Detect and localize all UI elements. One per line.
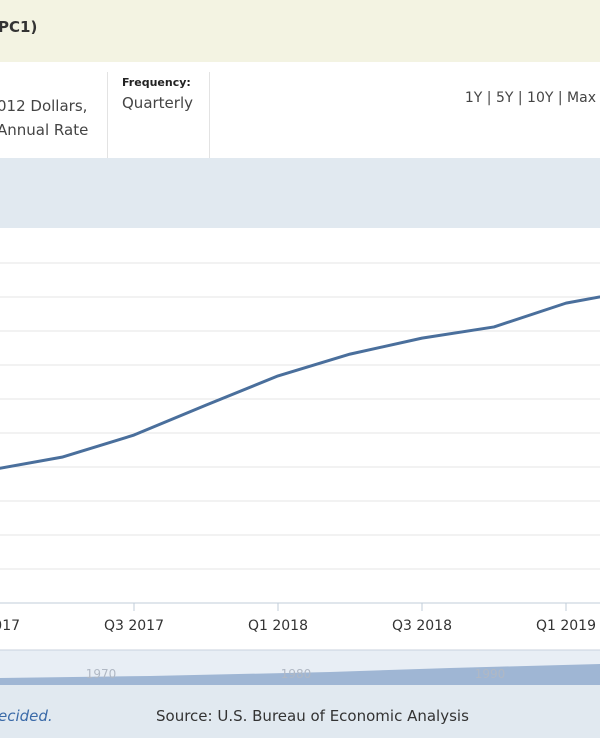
navigator-label: 1970 — [86, 667, 117, 681]
separator: | — [482, 90, 496, 106]
toolbar-band — [0, 158, 600, 228]
divider — [209, 72, 210, 158]
range-button[interactable]: 10Y — [527, 90, 554, 106]
separator: | — [553, 90, 568, 106]
source: Source: U.S. Bureau of Economic Analysis — [156, 707, 469, 725]
units-line: 012 Dollars, — [0, 97, 88, 115]
divider — [107, 72, 108, 158]
range-button[interactable]: Max — [567, 90, 596, 106]
meta-row: 012 Dollars, Annual Rate Frequency: Quarte… — [0, 62, 600, 158]
x-tick-label: Q1 2017 — [0, 618, 20, 634]
separator: | — [513, 90, 528, 106]
range-buttons: 1Y | 5Y | 10Y | Max — [465, 90, 596, 106]
chart: Q1 2017 Q3 2017 Q1 2018 Q3 2018 Q1 2019 1970 1… — [0, 262, 600, 685]
data-line — [0, 295, 600, 470]
x-tick-label: Q1 2018 — [248, 618, 308, 634]
navigator-area — [0, 664, 600, 685]
range-button[interactable]: 1Y — [464, 90, 483, 106]
x-tick-label: Q1 2019 — [536, 618, 596, 634]
x-tick-label: Q3 2017 — [104, 618, 164, 634]
footer: ecided. Source: U.S. Bureau of Economic … — [0, 685, 600, 738]
footer-note: ecided. — [0, 707, 53, 725]
frequency-value: Quarterly — [122, 94, 193, 112]
navigator-label: 1980 — [281, 667, 312, 681]
frequency-label: Frequency: — [122, 76, 191, 89]
navigator-label: 1990 — [475, 667, 506, 681]
units: 012 Dollars, Annual Rate — [0, 94, 88, 142]
series-title: PC1) — [0, 18, 38, 36]
range-button[interactable]: 5Y — [495, 90, 514, 106]
title-banner: PC1) — [0, 0, 600, 62]
units-line: Annual Rate — [0, 121, 89, 139]
x-tick-label: Q3 2018 — [392, 618, 452, 634]
frequency: Frequency: Quarterly — [122, 76, 193, 112]
